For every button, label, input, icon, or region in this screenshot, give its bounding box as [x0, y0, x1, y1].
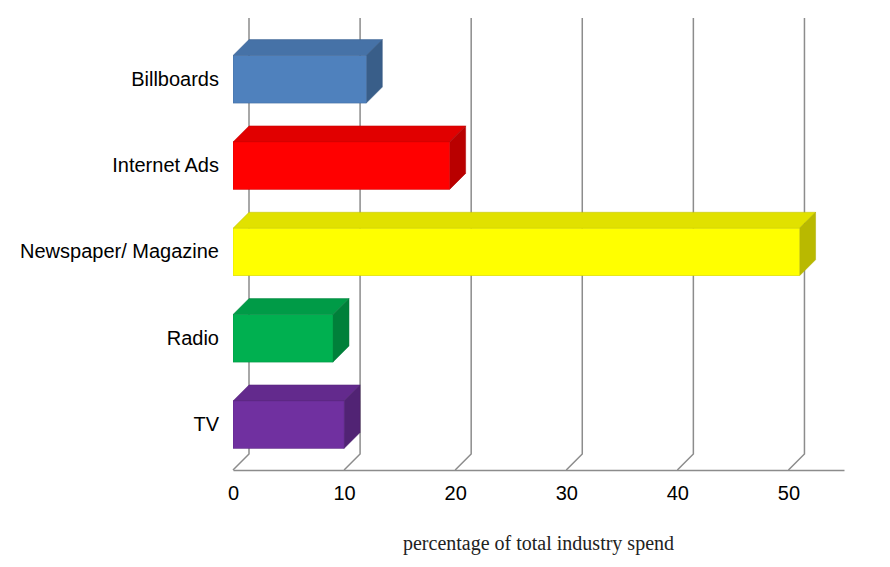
bar-side	[800, 212, 816, 275]
x-tick-label: 50	[778, 482, 800, 504]
x-tick: 0	[228, 470, 239, 504]
bar	[233, 299, 349, 362]
x-tick: 30	[556, 470, 578, 504]
y-tick: Billboards	[131, 68, 219, 90]
bar-front	[233, 228, 800, 275]
bar	[233, 40, 382, 103]
bar	[233, 385, 360, 448]
bar-side	[366, 40, 382, 103]
bar	[233, 212, 816, 275]
x-tick-label: 20	[445, 482, 467, 504]
y-axis: Billboards Internet Ads Newspaper/ Magazin…	[20, 68, 220, 435]
x-axis-title: percentage of total industry spend	[403, 532, 674, 555]
bar-front	[233, 315, 333, 362]
category-label: Radio	[167, 327, 219, 349]
bar-top	[233, 299, 349, 315]
bar-side	[333, 299, 349, 362]
bar-top	[233, 126, 466, 142]
bar-front	[233, 401, 344, 448]
bar	[233, 126, 466, 189]
category-label: Internet Ads	[112, 154, 219, 176]
x-tick-label: 40	[667, 482, 689, 504]
x-tick-label: 0	[228, 482, 239, 504]
category-label: TV	[193, 413, 219, 435]
x-tick-label: 30	[556, 482, 578, 504]
bar-top	[233, 385, 360, 401]
y-tick: Radio	[167, 327, 219, 349]
category-label: Newspaper/ Magazine	[20, 240, 219, 262]
x-tick: 50	[778, 470, 800, 504]
x-axis: 0 10 20 30 40 50	[228, 470, 845, 504]
bar-top	[233, 40, 382, 56]
bar-top	[233, 212, 816, 228]
y-tick: Internet Ads	[112, 154, 219, 176]
x-tick: 20	[445, 470, 467, 504]
x-tick-label: 10	[333, 482, 355, 504]
bar-side	[450, 126, 466, 189]
grid	[233, 18, 804, 470]
category-label: Billboards	[131, 68, 219, 90]
bars	[233, 40, 816, 449]
bar-front	[233, 56, 366, 103]
x-tick: 40	[667, 470, 689, 504]
chart: 0 10 20 30 40 50 Billboards Internet Ads Newspap…	[0, 0, 890, 567]
bar-front	[233, 142, 450, 189]
x-tick: 10	[333, 470, 355, 504]
x-axis-line	[234, 470, 845, 472]
bar-side	[344, 385, 360, 448]
y-tick: TV	[193, 413, 219, 435]
y-tick: Newspaper/ Magazine	[20, 240, 219, 262]
